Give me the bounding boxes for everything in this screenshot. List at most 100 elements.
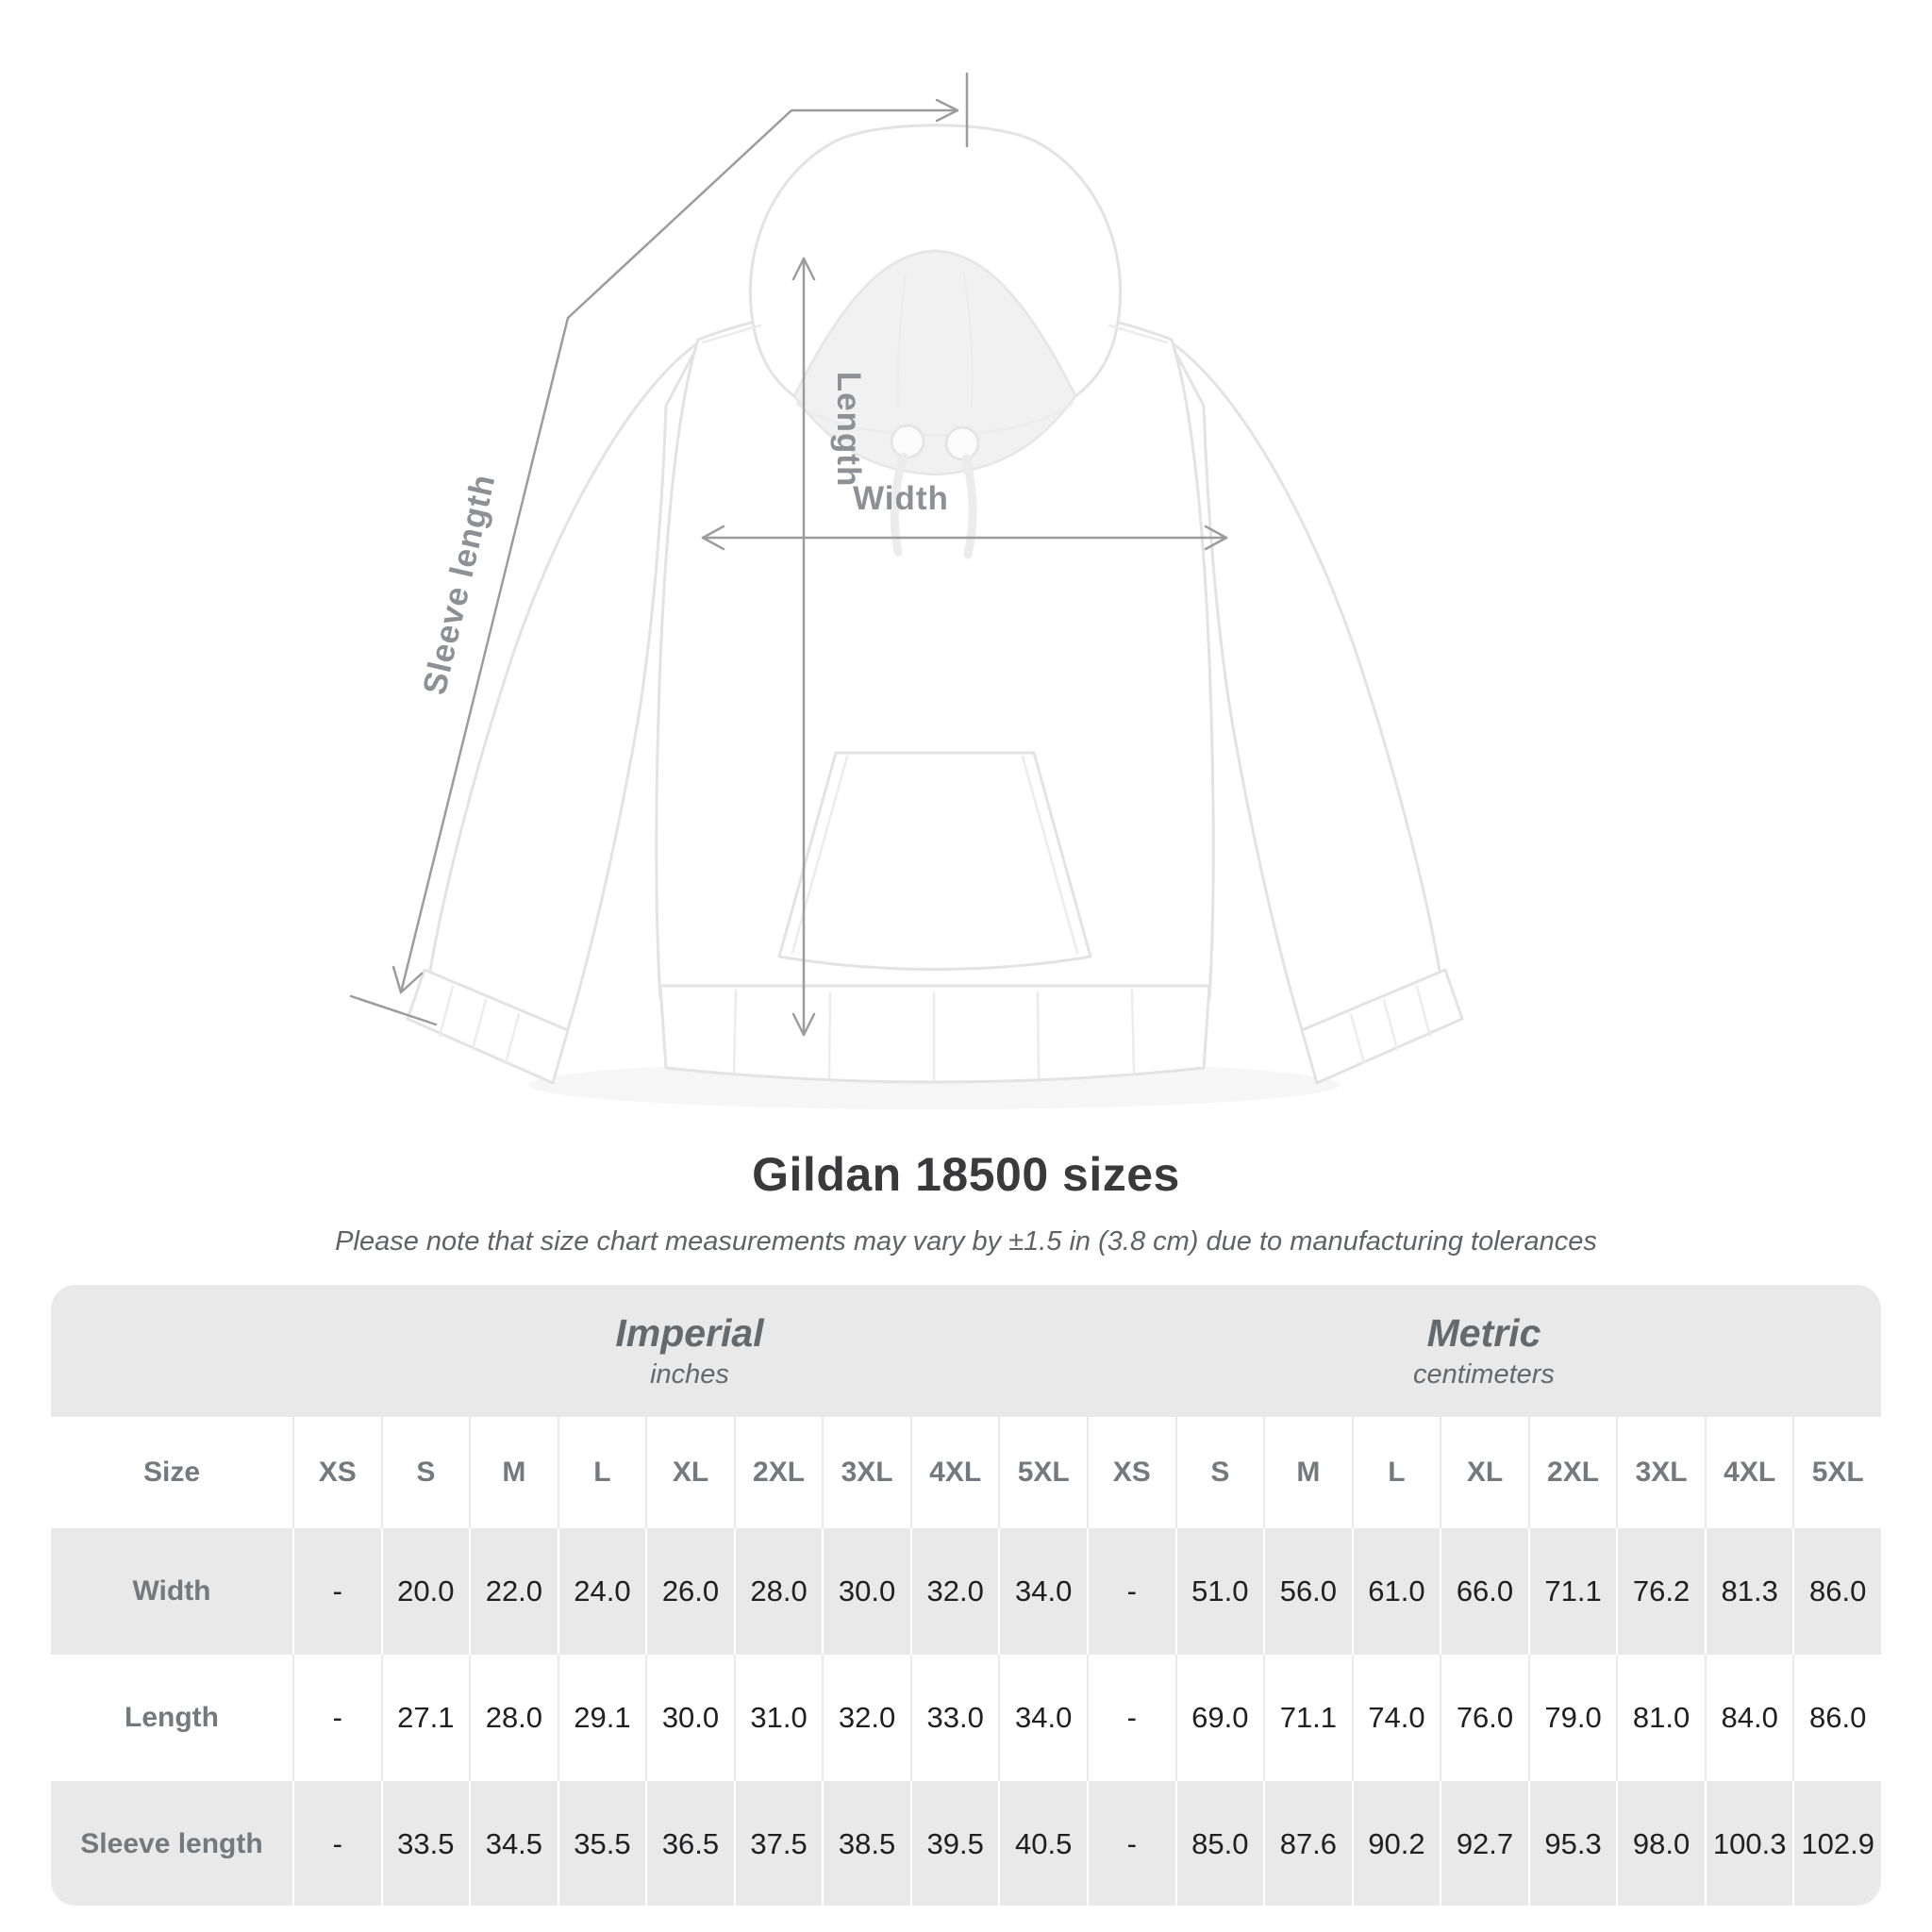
page-title: Gildan 18500 sizes xyxy=(752,1148,1180,1201)
size-value-cell: 71.1 xyxy=(1527,1528,1617,1655)
sleeve-length-arrow xyxy=(349,72,969,1026)
size-value-cell: 87.6 xyxy=(1263,1781,1352,1906)
size-value-cell: 20.0 xyxy=(380,1528,470,1655)
size-value-cell: 66.0 xyxy=(1440,1528,1528,1655)
size-value-cell: - xyxy=(1087,1528,1175,1655)
metric-label: Metric xyxy=(1426,1311,1541,1355)
row-label: Sleeve length xyxy=(80,1828,263,1859)
row-label: Width xyxy=(132,1575,211,1607)
imperial-label: Imperial xyxy=(615,1311,764,1355)
metric-unit-label: centimeters xyxy=(1413,1359,1555,1390)
size-value-cell: 51.0 xyxy=(1174,1528,1264,1655)
size-value-cell: 86.0 xyxy=(1792,1655,1881,1781)
size-column-header: XL xyxy=(1440,1417,1528,1528)
size-value-cell: 100.3 xyxy=(1704,1781,1793,1906)
size-value-cell: 76.0 xyxy=(1440,1655,1528,1781)
size-value-cell: 61.0 xyxy=(1351,1528,1441,1655)
cuff-rib xyxy=(1349,1012,1366,1065)
size-value-cell: 69.0 xyxy=(1174,1655,1264,1781)
drawstring-cord xyxy=(961,454,977,559)
size-column-header: S xyxy=(1174,1417,1264,1528)
size-value-cell: 30.0 xyxy=(822,1528,910,1655)
size-column-header: 5XL xyxy=(1792,1417,1881,1528)
size-value-cell: 35.5 xyxy=(557,1781,646,1906)
size-column-header: 3XL xyxy=(1616,1417,1705,1528)
hem-rib xyxy=(1130,989,1136,1074)
size-value-cell: 95.3 xyxy=(1527,1781,1617,1906)
shoulder-seam xyxy=(1108,324,1169,344)
size-value-cell: 40.5 xyxy=(998,1781,1087,1906)
size-value-cell: 102.9 xyxy=(1792,1781,1881,1906)
size-value-cell: 30.0 xyxy=(645,1655,734,1781)
size-value-cell: 56.0 xyxy=(1263,1528,1352,1655)
measurement-row-width: Width -20.0 22.0 24.0 26.0 28.0 30.0 32.0 34.0-5… xyxy=(51,1528,1881,1655)
size-value-cell: 33.0 xyxy=(909,1655,999,1781)
length-label: Length xyxy=(830,372,867,488)
size-table: Imperial inches Metric centimeters Size X… xyxy=(51,1285,1881,1906)
size-value-cell: - xyxy=(292,1781,381,1906)
size-value-cell: 34.0 xyxy=(998,1528,1087,1655)
size-value-cell: 34.5 xyxy=(469,1781,558,1906)
hoodie-left-cuff xyxy=(406,968,570,1085)
size-value-cell: 29.1 xyxy=(557,1655,646,1781)
drawstring-bow xyxy=(944,425,980,461)
size-column-header: M xyxy=(1263,1417,1352,1528)
size-value-cell: 38.5 xyxy=(822,1781,910,1906)
unit-group-imperial: Imperial inches xyxy=(292,1285,1087,1417)
size-value-cell: 32.0 xyxy=(822,1655,910,1781)
size-tolerance-note: Please note that size chart measurements… xyxy=(335,1226,1597,1257)
size-value-cell: 85.0 xyxy=(1174,1781,1264,1906)
size-header-label: Size xyxy=(142,1457,201,1488)
hood-fold xyxy=(962,272,974,408)
unit-header-band: Imperial inches Metric centimeters xyxy=(51,1285,1881,1417)
size-value-cell: 92.7 xyxy=(1440,1781,1528,1906)
size-value-cell: 34.0 xyxy=(998,1655,1087,1781)
size-value-cell: 36.5 xyxy=(645,1781,734,1906)
imperial-unit-label: inches xyxy=(650,1359,729,1390)
size-header-row: Size XS S M L XL 2XL 3XL 4XL 5XL XS S M L XL 2XL 3XL 4XL 5… xyxy=(51,1417,1881,1528)
size-value-cell: 71.1 xyxy=(1263,1655,1352,1781)
size-column-header: XS xyxy=(292,1417,381,1528)
measurement-row-length: Length -27.1 28.0 29.1 30.0 31.0 32.0 33.0 34.0-… xyxy=(51,1655,1881,1781)
collar-seam xyxy=(795,402,1074,437)
hem-rib xyxy=(732,989,738,1074)
hoodie-pocket xyxy=(777,751,1092,971)
size-value-cell: - xyxy=(1087,1781,1175,1906)
size-column-header: 2XL xyxy=(733,1417,823,1528)
size-value-cell: 90.2 xyxy=(1351,1781,1441,1906)
cuff-rib xyxy=(438,985,455,1038)
size-value-cell: 32.0 xyxy=(909,1528,999,1655)
cuff-rib xyxy=(471,998,488,1051)
size-value-cell: 33.5 xyxy=(380,1781,470,1906)
size-value-cell: 86.0 xyxy=(1792,1528,1881,1655)
row-label: Length xyxy=(125,1702,219,1733)
unit-header-spacer xyxy=(51,1285,292,1417)
hoodie-right-cuff xyxy=(1300,968,1464,1085)
measurement-row-sleeve-length: Sleeve length -33.5 34.5 35.5 36.5 37.5 38.5 39… xyxy=(51,1781,1881,1906)
hood-lining xyxy=(792,249,1077,476)
size-column-header: M xyxy=(469,1417,558,1528)
drawstring-cord xyxy=(890,452,908,557)
size-column-header: XL xyxy=(645,1417,734,1528)
size-value-cell: 22.0 xyxy=(469,1528,558,1655)
shoulder-seam xyxy=(701,324,762,344)
size-value-cell: 98.0 xyxy=(1616,1781,1705,1906)
size-value-cell: 28.0 xyxy=(469,1655,558,1781)
size-value-cell: - xyxy=(1087,1655,1175,1781)
size-column-header: S xyxy=(380,1417,470,1528)
size-value-cell: 28.0 xyxy=(733,1528,823,1655)
size-column-header: 5XL xyxy=(998,1417,1087,1528)
size-value-cell: 27.1 xyxy=(380,1655,470,1781)
size-column-header: 4XL xyxy=(1704,1417,1793,1528)
size-column-header: 2XL xyxy=(1527,1417,1617,1528)
size-column-header: L xyxy=(1351,1417,1441,1528)
size-value-cell: 79.0 xyxy=(1527,1655,1617,1781)
width-label: Width xyxy=(853,480,949,517)
width-arrow xyxy=(701,525,1228,551)
hem-rib xyxy=(1036,991,1041,1079)
size-value-cell: 31.0 xyxy=(733,1655,823,1781)
size-value-cell: 39.5 xyxy=(909,1781,999,1906)
hem-rib xyxy=(827,991,832,1079)
